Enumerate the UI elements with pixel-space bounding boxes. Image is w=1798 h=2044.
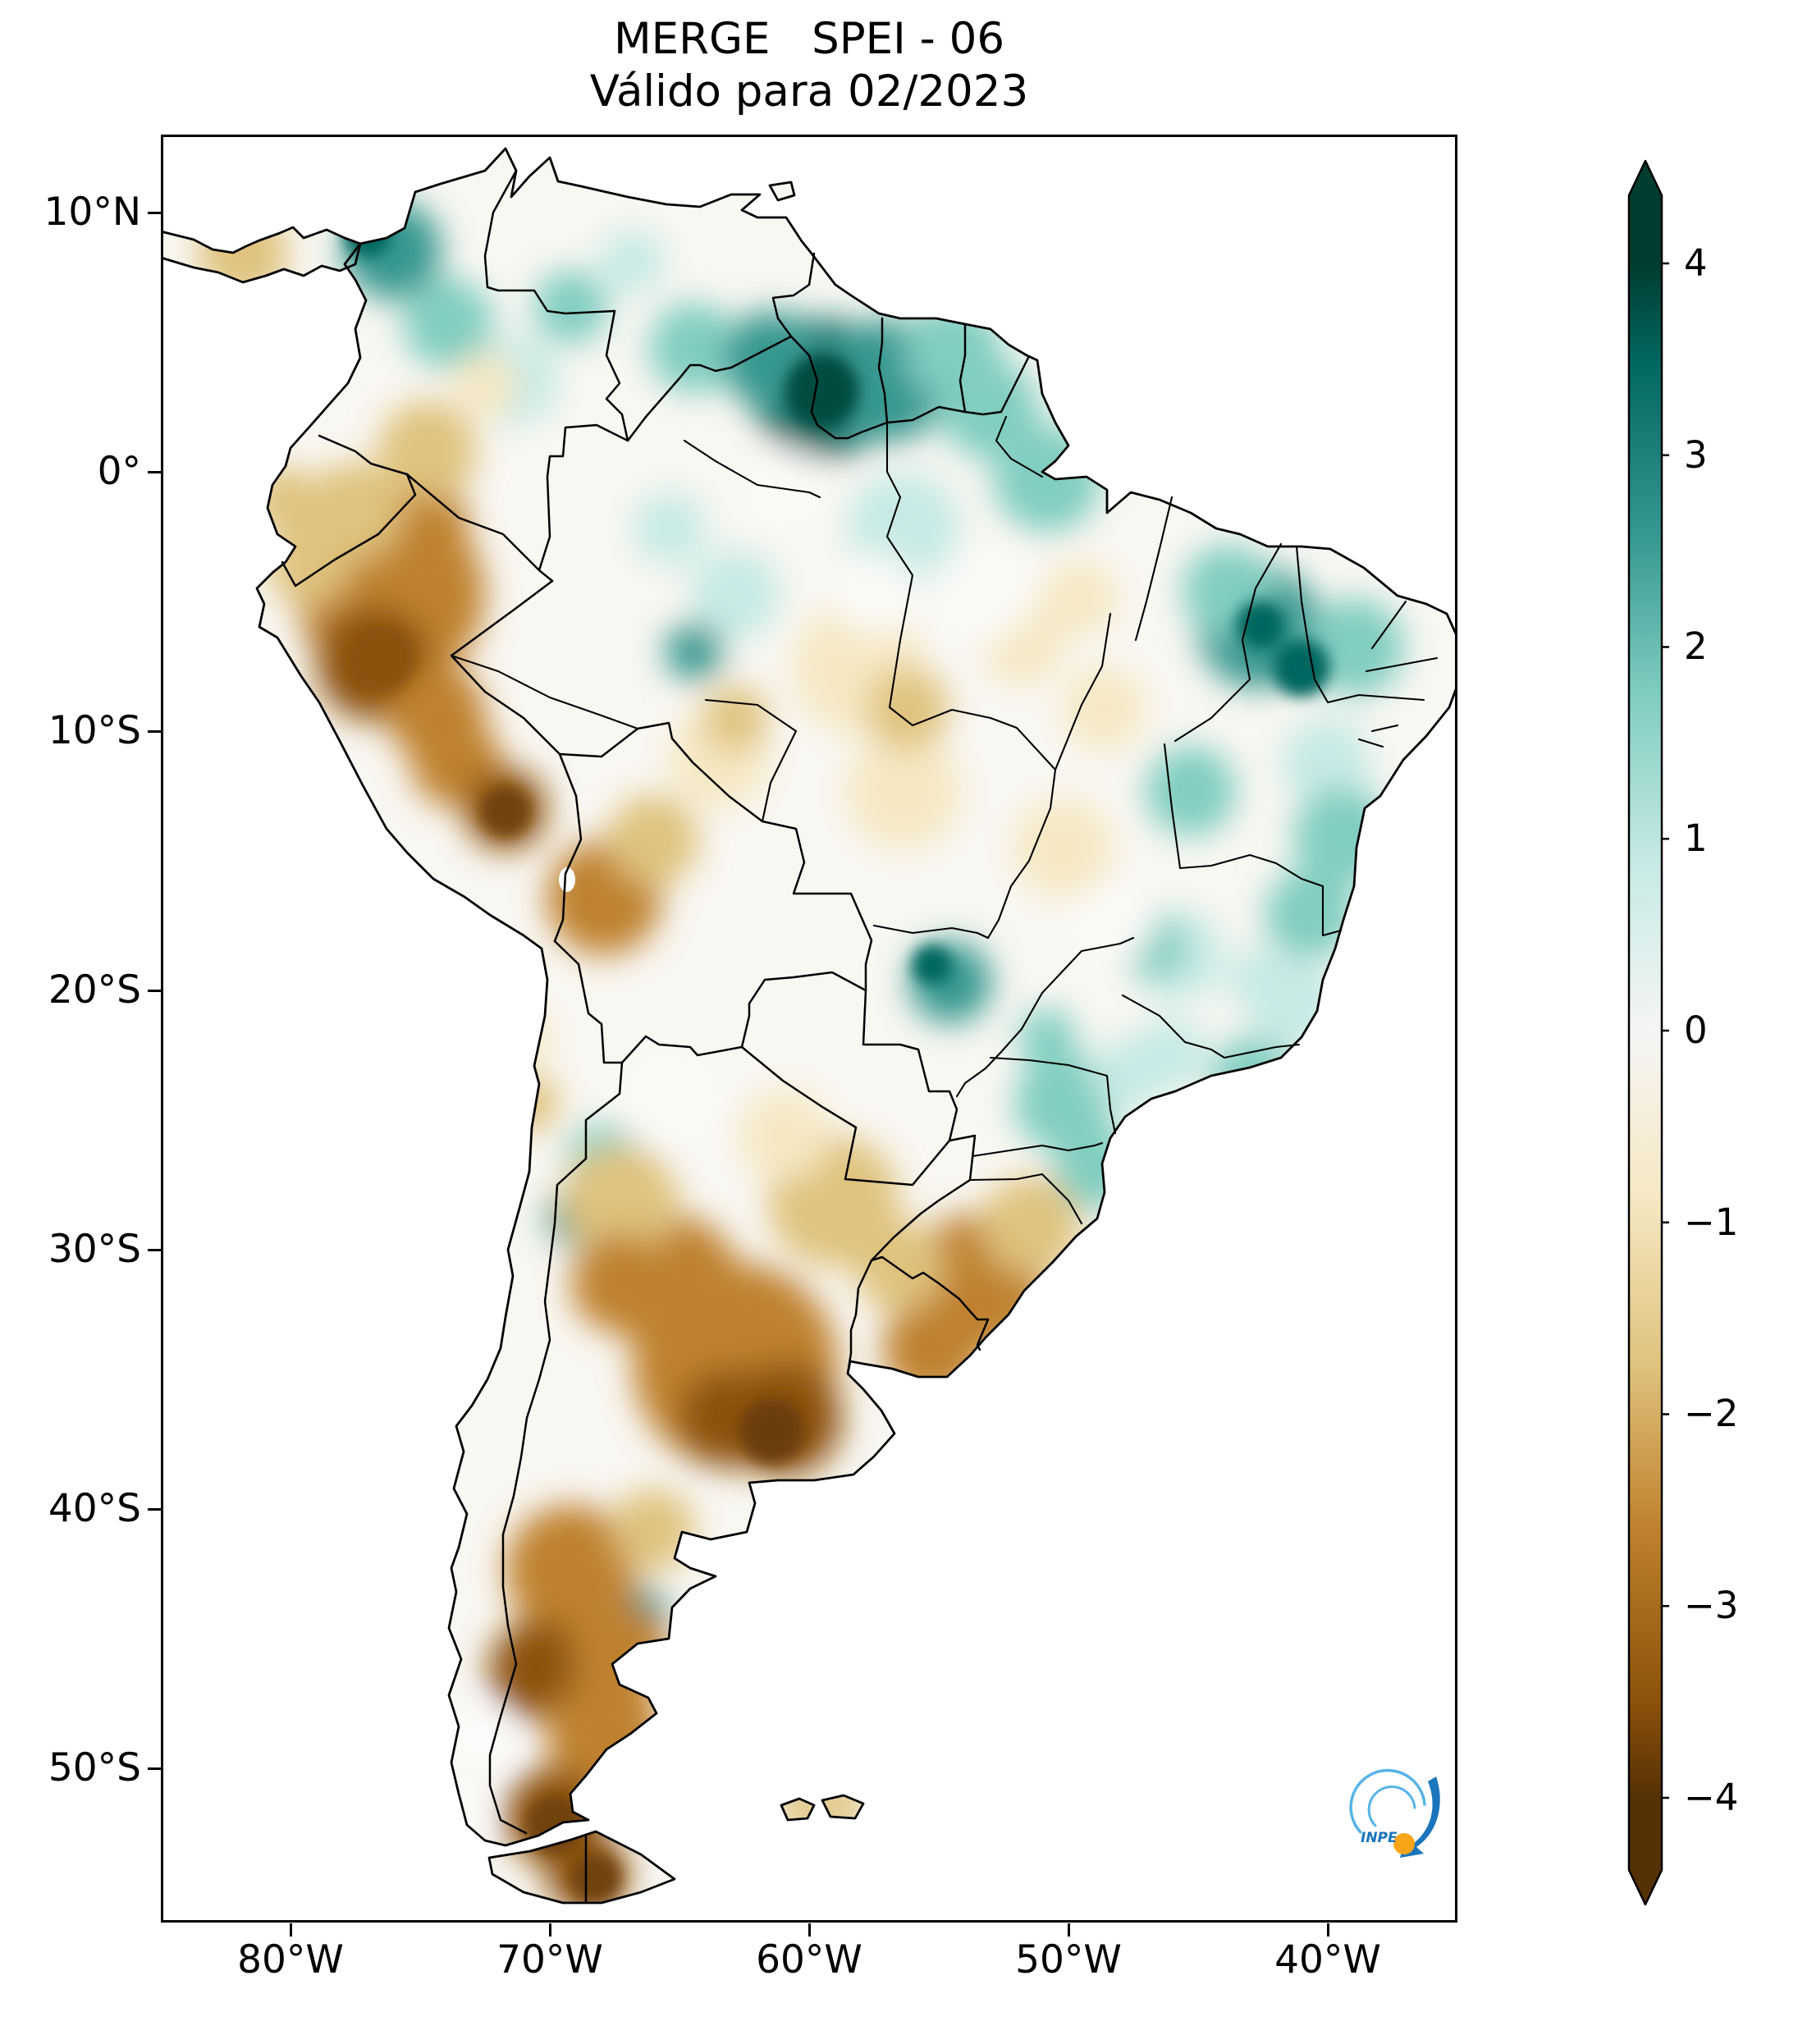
x-tick-label: 80°W (237, 1937, 344, 1982)
colorbar-tick-label: 1 (1684, 816, 1708, 860)
x-tick-label: 40°W (1274, 1937, 1381, 1982)
inpe-logo-orbit-inner (1367, 1786, 1416, 1827)
inpe-logo-text: INPE (1361, 1830, 1398, 1846)
colorbar-tick-label: −4 (1684, 1776, 1739, 1819)
y-tick-mark (148, 1508, 161, 1511)
colorbar-tick-label: −3 (1684, 1584, 1739, 1627)
colorbar-tick-label: −1 (1684, 1200, 1739, 1244)
page-title: MERGE SPEI - 06 (613, 14, 1005, 64)
x-tick-mark (290, 1923, 292, 1937)
y-tick-label: 20°S (48, 967, 141, 1013)
plot-frame (161, 135, 1457, 1923)
figure-title-block: MERGE SPEI - 06 Válido para 02/2023 (161, 13, 1457, 118)
y-tick-label: 40°S (48, 1486, 141, 1531)
inpe-logo-sphere (1393, 1833, 1415, 1854)
colorbar-tick-marks (1662, 262, 1669, 1799)
y-tick-mark (148, 212, 161, 214)
x-tick-mark (549, 1923, 551, 1937)
colorbar-tick-label: 3 (1684, 433, 1708, 477)
south-america-spei-map (161, 135, 1457, 1923)
y-tick-mark (148, 990, 161, 992)
y-tick-mark (148, 1249, 161, 1251)
y-tick-mark (148, 730, 161, 733)
y-tick-mark (148, 1767, 161, 1770)
y-tick-label: 10°S (48, 708, 141, 753)
page-subtitle: Válido para 02/2023 (589, 66, 1029, 117)
colorbar-gradient (1627, 159, 1663, 1906)
colorbar-tick-label: 0 (1684, 1008, 1708, 1052)
y-tick-label: 0° (97, 449, 141, 494)
colorbar-tick-label: 4 (1684, 241, 1708, 285)
state-borders (450, 415, 1439, 1225)
y-tick-label: 50°S (48, 1745, 141, 1790)
y-tick-label: 30°S (48, 1227, 141, 1272)
coastline (161, 147, 1457, 1905)
x-tick-mark (1068, 1923, 1070, 1937)
lake-titicaca (559, 867, 575, 892)
x-tick-label: 70°W (496, 1937, 603, 1982)
inpe-logo: INPE (1349, 1768, 1440, 1858)
colorbar-tick-label: 2 (1684, 624, 1708, 668)
y-tick-mark (148, 471, 161, 473)
x-tick-label: 50°W (1015, 1937, 1122, 1982)
inpe-logo-orbit-outer (1349, 1768, 1426, 1834)
y-tick-label: 10°N (43, 190, 141, 235)
x-tick-mark (1327, 1923, 1329, 1937)
country-borders (281, 169, 1030, 1905)
colorbar-tick-label: −2 (1684, 1392, 1739, 1435)
x-tick-mark (808, 1923, 811, 1937)
colorbar (1627, 159, 1669, 1906)
spei-raster-field (161, 149, 1457, 1903)
x-tick-label: 60°W (756, 1937, 862, 1982)
